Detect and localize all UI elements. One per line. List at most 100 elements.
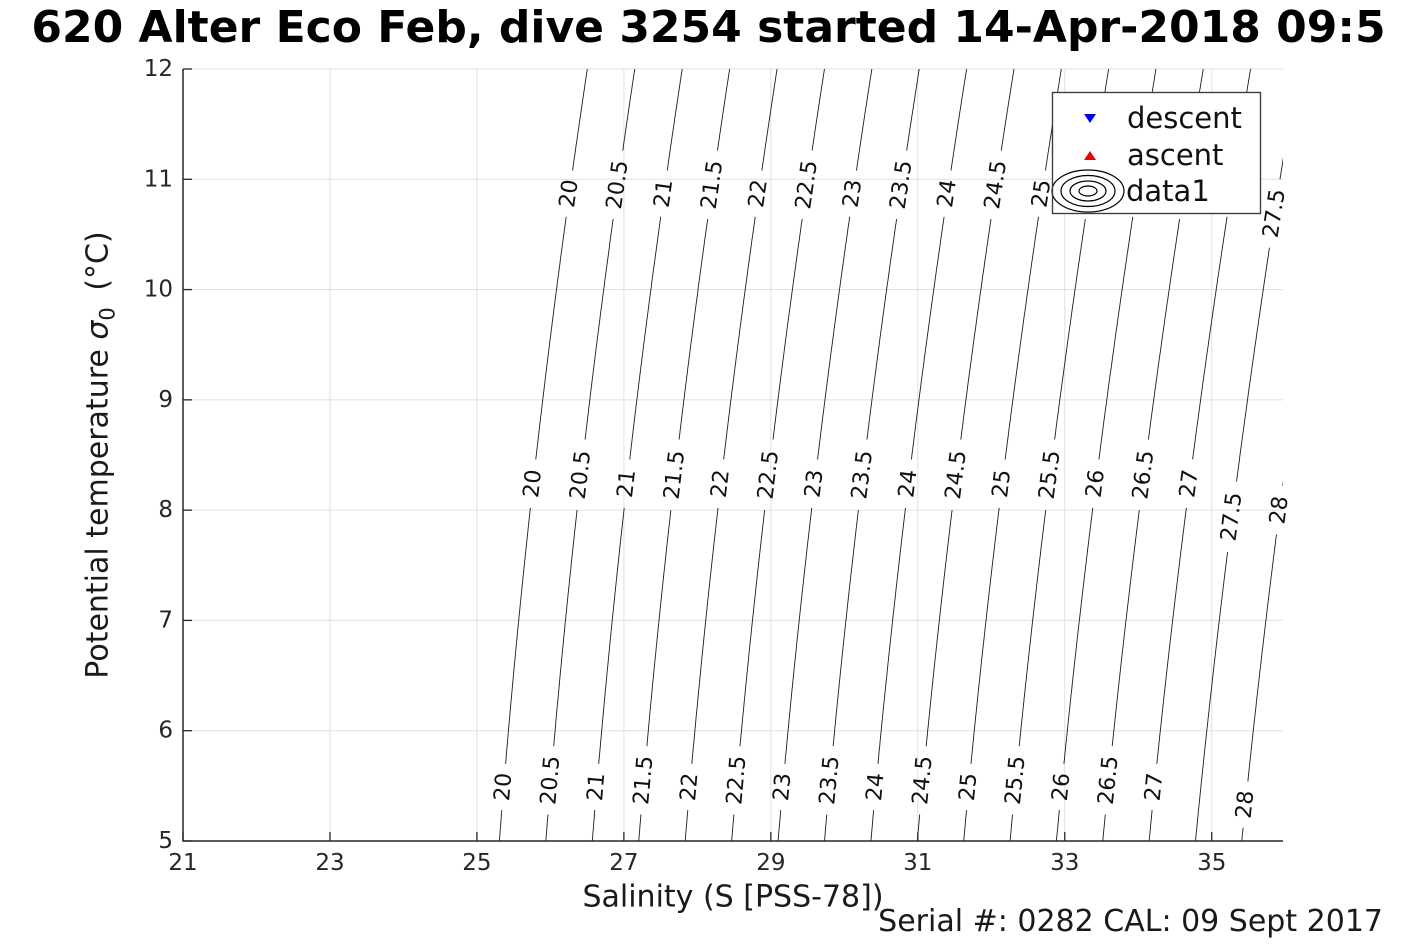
contour-label-20.5: 20.5 [566, 449, 596, 500]
contour-label-28: 28 [1265, 495, 1293, 526]
ascent-triangle-up-icon [1084, 151, 1096, 160]
y-axis-label: Potential temperature σ0 (°C) [80, 231, 120, 679]
contour-label-27: 27 [1175, 468, 1203, 499]
contour-label-21: 21 [613, 468, 641, 499]
contour-label-21: 21 [650, 178, 679, 209]
contour-label-25.5: 25.5 [1001, 755, 1031, 806]
y-tick-label: 6 [158, 718, 173, 744]
contour-label-21.5: 21.5 [660, 449, 690, 501]
contour-label-20.5: 20.5 [536, 755, 565, 806]
contour-line-27.5 [1195, 157, 1283, 841]
contour-line-24.5 [916, 69, 1015, 841]
y-tick-label: 5 [158, 828, 173, 854]
legend: descent ascent data1 [1051, 91, 1262, 215]
y-tick-label: 12 [144, 56, 173, 82]
contour-labels: 20 20 20 20.5 20.5 20.5 21 21 21 21.5 21.5 21.5 22 22… [490, 159, 1294, 820]
contour-label-27.5: 27.5 [1259, 187, 1291, 239]
y-axis-unit: (°C) [80, 231, 116, 291]
y-tick-label: 9 [158, 387, 173, 413]
serial-cal-annotation: Serial #: 0282 CAL: 09 Sept 2017 [878, 904, 1383, 939]
gridlines [182, 68, 1283, 842]
x-tick-label: 31 [903, 850, 932, 876]
contour-label-25: 25 [955, 772, 983, 802]
contour-label-24: 24 [894, 468, 922, 499]
contour-label-22.5: 22.5 [791, 159, 823, 211]
x-tick-label: 35 [1197, 850, 1226, 876]
contour-line-25.5 [1009, 69, 1110, 841]
contour-line-26 [1055, 69, 1157, 841]
x-tick-label: 25 [462, 850, 491, 876]
y-tick-label: 11 [144, 166, 173, 192]
contour-line-24 [870, 69, 968, 841]
contour-label-20.5: 20.5 [602, 159, 634, 211]
contour-label-22: 22 [676, 772, 703, 802]
contour-label-24.5: 24.5 [941, 449, 972, 501]
y-tick-label: 7 [158, 607, 173, 633]
sigma-subscript: 0 [95, 307, 120, 321]
y-tick-label: 8 [158, 497, 173, 523]
x-tick-label: 27 [609, 850, 638, 876]
contour-line-23.5 [824, 69, 920, 841]
contour-label-23: 23 [839, 178, 868, 209]
isopycnal-contour-lines [498, 69, 1283, 841]
contour-label-20: 20 [519, 468, 547, 499]
contour-label-24: 24 [862, 772, 889, 802]
legend-label-descent: descent [1127, 101, 1242, 135]
contour-label-26: 26 [1082, 468, 1110, 499]
contour-label-26: 26 [1048, 772, 1076, 802]
legend-label-data1: data1 [1126, 174, 1210, 208]
contour-label-23: 23 [769, 772, 796, 802]
contour-label-20: 20 [490, 772, 517, 802]
contour-line-26.5 [1102, 69, 1204, 841]
contour-label-25: 25 [988, 468, 1016, 499]
contour-line-21.5 [638, 69, 731, 841]
contour-label-23.5: 23.5 [847, 449, 878, 501]
contour-line-23 [777, 69, 873, 841]
contour-label-27: 27 [1141, 772, 1169, 802]
legend-box-border [1051, 91, 1262, 215]
contour-label-22.5: 22.5 [753, 449, 784, 501]
contour-line-22.5 [731, 69, 825, 841]
contour-line-25 [963, 69, 1062, 841]
contour-line-21 [591, 69, 683, 841]
contour-label-26.5: 26.5 [1128, 449, 1159, 501]
x-tick-label: 29 [756, 850, 785, 876]
contour-label-24: 24 [933, 178, 962, 209]
contour-label-28: 28 [1232, 789, 1260, 819]
y-tick-label: 10 [144, 277, 173, 303]
contour-label-21.5: 21.5 [697, 159, 729, 211]
sigma-symbol: σ [80, 320, 116, 340]
contour-label-23: 23 [801, 468, 829, 499]
legend-box [1051, 91, 1262, 215]
x-tick-label: 23 [315, 850, 344, 876]
contour-label-21: 21 [583, 772, 610, 802]
contour-line-27 [1148, 69, 1251, 841]
contour-line-20 [498, 69, 588, 841]
descent-triangle-down-icon [1084, 114, 1096, 123]
contour-label-27.5: 27.5 [1216, 491, 1247, 543]
contour-label-23.5: 23.5 [815, 755, 844, 806]
y-tick-labels: 5 6 7 8 9 10 11 12 [144, 56, 173, 854]
tick-marks [182, 68, 1213, 842]
contour-label-22: 22 [707, 468, 735, 499]
legend-label-ascent: ascent [1127, 138, 1223, 172]
x-tick-labels: 21 23 25 27 29 31 33 35 [168, 850, 1226, 876]
contour-line-22 [684, 69, 778, 841]
x-axis-label: Salinity (S [PSS-78]) [582, 879, 884, 915]
x-tick-label: 33 [1050, 850, 1079, 876]
contour-label-24.5: 24.5 [908, 755, 937, 806]
x-tick-label: 21 [168, 850, 197, 876]
contour-label-22.5: 22.5 [722, 755, 751, 806]
contour-label-23.5: 23.5 [886, 159, 918, 211]
contour-label-20: 20 [555, 178, 584, 209]
contour-label-24.5: 24.5 [980, 159, 1012, 211]
y-axis-label-text: Potential temperature [80, 349, 116, 679]
contour-label-22: 22 [744, 178, 773, 209]
contour-label-25.5: 25.5 [1035, 449, 1066, 501]
contour-label-25: 25 [1027, 178, 1056, 209]
contour-label-26.5: 26.5 [1094, 755, 1124, 806]
contour-label-21.5: 21.5 [629, 755, 658, 806]
contour-line-20.5 [545, 69, 636, 841]
